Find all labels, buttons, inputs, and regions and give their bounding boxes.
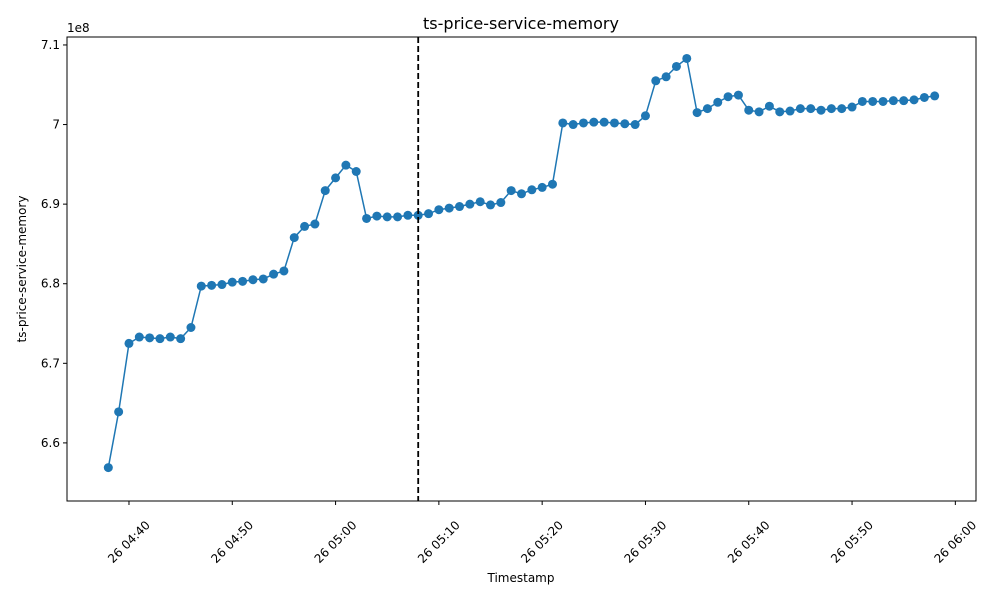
- data-point: [382, 212, 392, 222]
- data-point: [899, 96, 909, 106]
- data-point: [930, 91, 940, 101]
- data-point: [517, 189, 526, 199]
- data-point: [486, 200, 496, 210]
- data-point: [547, 179, 557, 189]
- y-tick-label: 6.8: [41, 277, 60, 291]
- data-point: [165, 332, 175, 342]
- data-point: [826, 104, 836, 114]
- data-point: [527, 185, 537, 195]
- data-point: [258, 274, 268, 284]
- data-point: [424, 209, 434, 219]
- y-offset-label: 1e8: [67, 21, 90, 35]
- x-axis-label: Timestamp: [487, 571, 555, 585]
- y-tick-label: 7: [52, 118, 60, 132]
- data-point: [537, 182, 547, 192]
- data-point: [320, 186, 330, 196]
- data-point: [806, 104, 816, 114]
- data-point: [217, 280, 227, 290]
- data-point: [568, 120, 578, 130]
- data-point: [785, 106, 795, 116]
- data-point: [434, 205, 444, 215]
- data-point: [475, 197, 485, 207]
- data-point: [888, 96, 898, 106]
- data-point: [682, 53, 692, 63]
- chart-title: ts-price-service-memory: [423, 14, 619, 33]
- data-point: [630, 120, 640, 130]
- data-point: [919, 92, 929, 102]
- data-point: [155, 334, 165, 344]
- data-point: [372, 211, 382, 221]
- data-point: [351, 167, 361, 177]
- y-axis-label: ts-price-service-memory: [15, 196, 29, 343]
- y-tick-label: 6.7: [41, 356, 60, 370]
- data-point: [134, 332, 144, 342]
- plot-frame: [66, 36, 977, 502]
- data-point: [909, 95, 919, 105]
- data-point: [496, 198, 506, 208]
- data-point: [465, 199, 475, 209]
- data-point: [620, 119, 630, 129]
- data-point: [702, 104, 712, 114]
- data-point: [289, 233, 299, 243]
- data-point: [227, 277, 237, 287]
- data-point: [764, 101, 774, 111]
- data-point: [599, 117, 609, 127]
- data-point: [651, 76, 661, 86]
- data-point: [248, 275, 258, 285]
- data-point: [878, 96, 888, 106]
- data-point: [733, 90, 743, 100]
- data-point: [341, 160, 351, 170]
- data-point: [558, 118, 568, 128]
- data-point: [723, 92, 733, 102]
- data-point: [795, 104, 805, 114]
- data-point: [661, 72, 671, 82]
- data-point: [609, 118, 619, 128]
- y-tick-label: 6.6: [41, 436, 60, 450]
- data-point: [444, 203, 454, 213]
- data-point: [114, 407, 124, 417]
- data-point: [279, 266, 289, 276]
- data-point: [413, 210, 423, 220]
- data-point: [671, 61, 681, 71]
- data-point: [868, 96, 878, 106]
- data-point: [744, 105, 754, 115]
- data-point: [837, 104, 847, 114]
- data-point: [713, 97, 723, 107]
- data-point: [754, 107, 764, 117]
- data-point: [640, 111, 650, 121]
- data-point: [589, 117, 599, 127]
- data-point: [145, 333, 155, 343]
- data-point: [124, 338, 134, 348]
- data-point: [269, 269, 279, 279]
- y-tick-label: 7.1: [41, 38, 60, 52]
- data-point: [578, 118, 588, 128]
- data-point: [196, 281, 206, 291]
- data-point: [331, 173, 341, 183]
- data-point: [207, 280, 217, 290]
- data-point: [455, 202, 465, 212]
- data-point: [310, 219, 320, 229]
- data-point: [857, 96, 867, 106]
- data-point: [403, 210, 413, 220]
- data-point: [816, 105, 826, 115]
- data-point: [692, 108, 702, 118]
- data-point: [103, 463, 113, 473]
- data-point: [393, 212, 403, 222]
- data-point: [186, 322, 196, 332]
- data-point: [300, 221, 310, 231]
- data-point: [176, 334, 186, 344]
- data-point: [238, 276, 248, 286]
- data-point: [775, 107, 785, 117]
- y-tick-label: 6.9: [41, 197, 60, 211]
- data-point: [362, 213, 372, 223]
- data-point: [847, 102, 857, 112]
- data-point: [506, 186, 516, 196]
